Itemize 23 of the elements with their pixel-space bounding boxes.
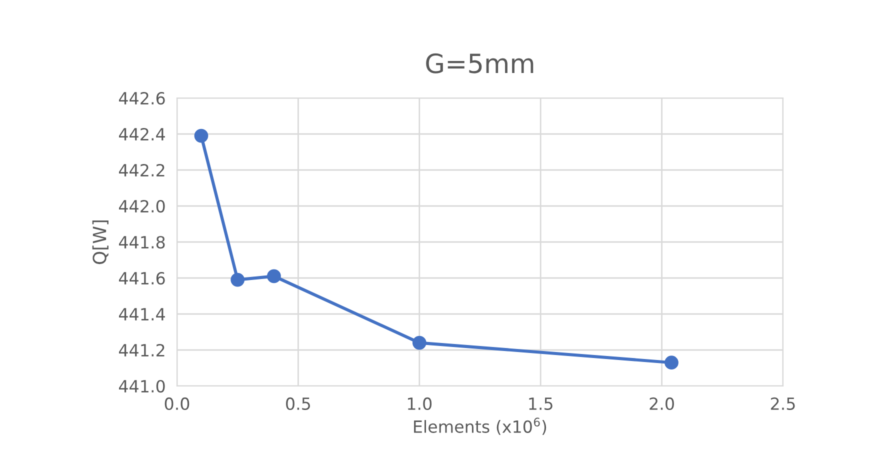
x-tick-label: 1.5	[529, 398, 552, 410]
point	[194, 128, 208, 143]
y-tick-label: 441.6	[118, 272, 165, 285]
x-tick-label: 2.0	[650, 397, 674, 410]
y-axis-title: Q[W]	[92, 220, 108, 264]
x-tick-label: 0.0	[164, 397, 190, 410]
y-tick-label: 441.2	[118, 344, 164, 356]
x-tick-label: 2.5	[770, 397, 795, 410]
point	[230, 272, 245, 287]
y-tick-label: 442.2	[118, 164, 164, 176]
y-tick-label: 442.0	[118, 200, 165, 213]
y-tick-label: 441.0	[118, 380, 165, 393]
y-tick-label: 441.8	[118, 236, 165, 249]
point	[664, 356, 678, 370]
chart-title: G=5mm	[426, 53, 534, 74]
y-tick-label: 442.4	[118, 128, 165, 140]
point	[412, 336, 426, 350]
point	[267, 269, 281, 284]
x-tick-label: 0.5	[286, 397, 310, 410]
x-axis-title: Elements (x10$^{6}$)	[414, 418, 546, 435]
y-tick-label: 442.6	[118, 92, 165, 105]
y-tick-label: 441.4	[118, 308, 165, 320]
x-tick-label: 1.0	[408, 397, 432, 410]
